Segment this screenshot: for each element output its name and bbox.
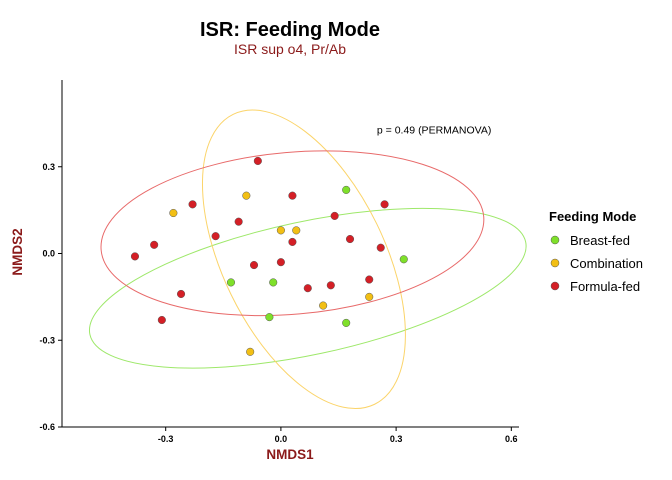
point-formula-fed [365, 275, 374, 284]
point-combination [242, 191, 251, 200]
point-formula-fed [211, 232, 220, 241]
point-combination [246, 347, 255, 356]
point-combination [276, 226, 285, 235]
x-tick-label: -0.3 [158, 434, 174, 444]
ticks: -0.3 0.0 0.3 0.6 -0.6 -0.3 0.0 0.3 [39, 162, 517, 444]
point-formula-fed [380, 200, 389, 209]
point-formula-fed [303, 284, 312, 293]
legend-label: Combination [570, 256, 643, 271]
ellipse-formula-fed [100, 150, 485, 317]
point-formula-fed [288, 237, 297, 246]
data-points [130, 156, 408, 356]
legend-swatch [550, 235, 560, 245]
legend: Feeding Mode Breast-fed Combination Formul… [549, 209, 643, 294]
y-tick-label: 0.3 [42, 162, 55, 172]
x-tick-label: 0.3 [390, 434, 403, 444]
point-formula-fed [288, 191, 297, 200]
point-formula-fed [157, 315, 166, 325]
legend-items: Breast-fed Combination Formula-fed [550, 233, 643, 294]
y-tick-label: -0.6 [39, 422, 55, 432]
point-combination [365, 292, 374, 301]
x-tick-label: 0.6 [505, 434, 518, 444]
point-breast-fed [269, 278, 278, 287]
point-formula-fed [234, 217, 243, 226]
ellipse-breast-fed [88, 207, 527, 369]
x-tick-label: 0.0 [275, 434, 288, 444]
point-combination [292, 226, 301, 235]
legend-label: Formula-fed [570, 279, 640, 294]
ellipse-combination [201, 109, 406, 410]
point-formula-fed [330, 211, 339, 220]
x-axis-title: NMDS1 [266, 447, 314, 462]
point-combination [169, 208, 178, 218]
y-axis-title: NMDS2 [10, 228, 25, 275]
y-tick-label: 0.0 [42, 249, 55, 259]
point-formula-fed [345, 234, 355, 244]
legend-label: Breast-fed [570, 233, 630, 248]
chart-subtitle: ISR sup o4, Pr/Ab [234, 41, 346, 57]
point-breast-fed [265, 313, 274, 322]
permanova-annotation: p = 0.49 (PERMANOVA) [377, 124, 491, 136]
legend-swatch [550, 281, 560, 291]
point-formula-fed [150, 240, 159, 249]
point-formula-fed [326, 281, 335, 290]
chart-title: ISR: Feeding Mode [200, 19, 380, 41]
point-formula-fed [177, 289, 186, 299]
point-breast-fed [226, 278, 236, 287]
point-breast-fed [342, 185, 351, 194]
point-formula-fed [276, 258, 285, 267]
point-breast-fed [342, 318, 351, 327]
point-breast-fed [399, 255, 408, 264]
point-formula-fed [130, 252, 140, 261]
point-formula-fed [376, 243, 385, 252]
point-combination [319, 301, 328, 310]
point-formula-fed [249, 261, 259, 270]
legend-title: Feeding Mode [549, 209, 636, 224]
confidence-ellipses [88, 109, 527, 410]
point-formula-fed [253, 156, 262, 166]
point-formula-fed [188, 200, 197, 209]
legend-swatch [550, 258, 560, 268]
y-tick-label: -0.3 [39, 335, 55, 345]
